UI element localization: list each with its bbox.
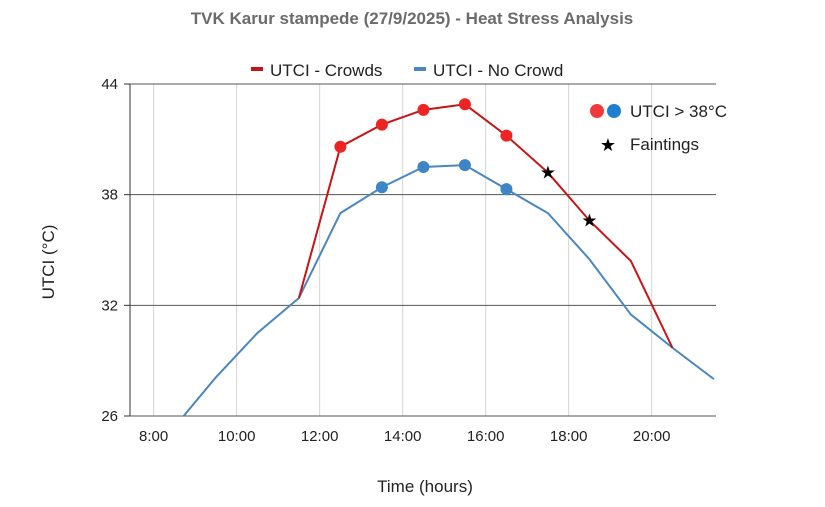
series-line-crowds: [297, 103, 674, 349]
data-point-no-crowd: [417, 161, 430, 173]
data-point-no-crowd: [500, 183, 513, 196]
fainting-star-icon: ★: [581, 210, 597, 230]
x-tick-label: 12:00: [301, 428, 339, 445]
series-line-no-crowd: [182, 164, 715, 416]
legend-label-crowds: UTCI - Crowds: [270, 61, 382, 80]
fainting-star-icon: ★: [540, 163, 556, 183]
chart-title: TVK Karur stampede (27/9/2025) - Heat St…: [191, 9, 634, 28]
x-tick-label: 18:00: [550, 428, 588, 445]
legend-swatch-no-crowd: [414, 67, 426, 71]
legend-label-no-crowd: UTCI - No Crowd: [433, 61, 563, 80]
legend-swatch-crowds: [251, 67, 263, 71]
series-markers: ★★: [334, 98, 597, 230]
data-point-crowds: [375, 118, 388, 131]
y-tick-label: 38: [101, 187, 118, 204]
x-axis-label: Time (hours): [377, 477, 473, 496]
data-point-crowds: [458, 98, 471, 111]
x-tick-label: 16:00: [467, 428, 505, 445]
data-point-no-crowd: [458, 159, 471, 172]
x-tick-label: 14:00: [384, 428, 422, 445]
x-tick-label: 20:00: [633, 428, 671, 445]
faintings-label: Faintings: [630, 135, 699, 154]
data-point-crowds: [334, 140, 347, 153]
legend: UTCI - Crowds UTCI - No Crowd: [251, 61, 563, 80]
threshold-red-dot: [590, 104, 604, 118]
threshold-label: UTCI > 38°C: [630, 102, 727, 121]
data-point-crowds: [500, 129, 513, 142]
threshold-blue-dot: [607, 104, 621, 118]
y-tick-label: 44: [101, 76, 118, 93]
y-axis-label: UTCI (°C): [39, 225, 58, 300]
tick-labels: 8:00 10:00 12:00 14:00 16:00 18:00 20:00 26 32 38…: [101, 76, 670, 445]
y-tick-label: 32: [101, 297, 118, 314]
data-point-crowds: [417, 103, 430, 116]
annotation-legend: UTCI > 38°C ★ Faintings: [590, 102, 727, 155]
data-point-no-crowd: [375, 181, 388, 194]
grid: [124, 83, 716, 417]
star-icon: ★: [600, 135, 616, 155]
y-tick-label: 26: [101, 408, 118, 425]
x-tick-label: 8:00: [139, 428, 168, 445]
x-tick-label: 10:00: [218, 428, 256, 445]
series-lines: [182, 103, 715, 416]
